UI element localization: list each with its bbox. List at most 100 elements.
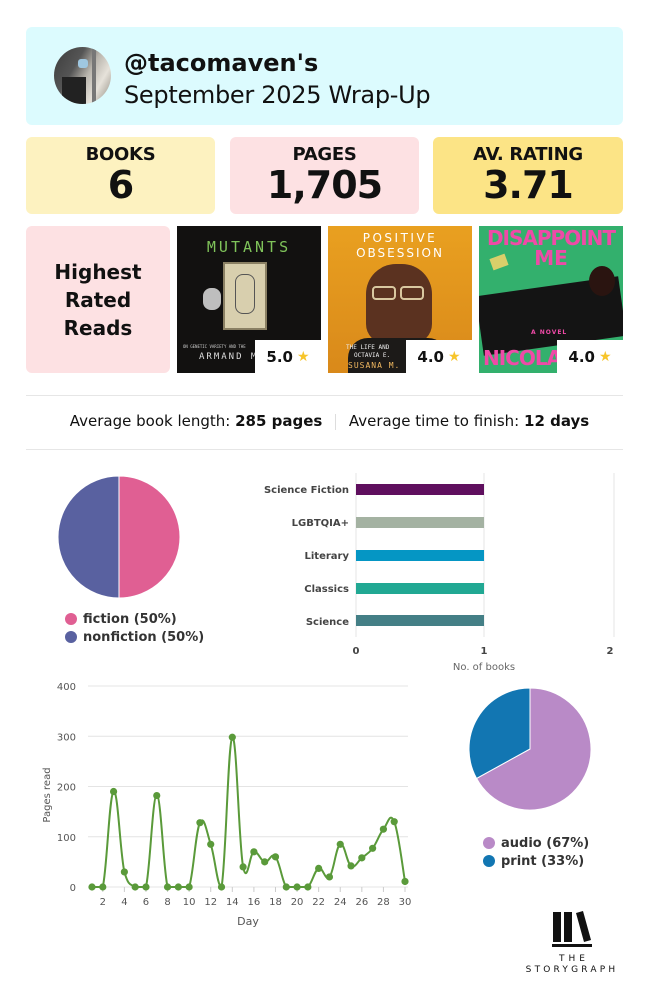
data-point[interactable] — [109, 787, 118, 796]
format-pie-legend: audio (67%) print (33%) — [483, 834, 589, 870]
y-tick-label: 200 — [57, 783, 76, 794]
x-tick-label: 18 — [269, 897, 282, 908]
cover-title: POSITIVE — [362, 231, 438, 245]
bar-lgbtqia[interactable] — [356, 517, 484, 528]
data-point[interactable] — [142, 883, 150, 891]
stat-books-value: 6 — [107, 163, 134, 207]
data-point[interactable] — [99, 883, 107, 891]
pie-slice-audio[interactable] — [475, 687, 592, 811]
avatar-photo-detail — [92, 47, 96, 104]
data-point[interactable] — [185, 883, 193, 891]
bar-literary[interactable] — [356, 550, 484, 561]
x-tick-label: 8 — [164, 897, 170, 908]
data-point[interactable] — [153, 791, 161, 800]
cover-title: OBSESSION — [356, 246, 444, 260]
star-icon: ★ — [448, 348, 461, 365]
bar-category-label: Science Fiction — [264, 485, 349, 496]
username[interactable]: @tacomaven's — [124, 49, 319, 77]
x-tick-label: 22 — [312, 897, 325, 908]
data-point[interactable] — [239, 863, 247, 871]
cover-portrait — [366, 264, 432, 344]
cover-subtitle: THE LIFE AND — [346, 344, 390, 351]
stat-rating-label: AV. RATING — [473, 144, 583, 165]
data-point[interactable] — [228, 733, 236, 741]
storygraph-logo[interactable]: THE STORYGRAPH — [522, 910, 622, 975]
pie-slice-nonfiction[interactable] — [57, 475, 120, 599]
x-tick-label: 16 — [248, 897, 261, 908]
data-point[interactable] — [304, 883, 312, 891]
avatar[interactable] — [54, 47, 111, 104]
data-point[interactable] — [131, 883, 139, 891]
fiction-pie-chart — [57, 475, 181, 599]
data-point[interactable] — [293, 883, 301, 891]
cover-author: NICOLA — [483, 346, 562, 370]
legend-label: fiction (50%) — [83, 611, 177, 627]
data-point[interactable] — [88, 883, 96, 891]
data-point[interactable] — [401, 877, 409, 886]
y-tick-label: 0 — [70, 883, 76, 894]
highest-rated-title: Reads — [63, 315, 133, 340]
data-point[interactable] — [315, 864, 323, 873]
pie-slice-print[interactable] — [468, 687, 531, 780]
data-point[interactable] — [369, 844, 377, 852]
data-point[interactable] — [379, 825, 388, 833]
data-point[interactable] — [347, 862, 355, 870]
bar-science[interactable] — [356, 615, 484, 626]
data-point[interactable] — [217, 883, 226, 891]
bar-classics[interactable] — [356, 583, 484, 594]
stat-pages-label: PAGES — [292, 144, 357, 165]
avg-time-label: Average time to finish: — [348, 412, 520, 430]
x-tick-label: 24 — [334, 897, 347, 908]
bar-science-fiction[interactable] — [356, 484, 484, 495]
x-tick-label: 12 — [204, 897, 217, 908]
data-point[interactable] — [358, 854, 366, 862]
legend-item: audio (67%) — [483, 834, 589, 852]
stat-books-card: BOOKS 6 — [26, 137, 215, 214]
cover-author: SUSANA M. — [348, 361, 401, 370]
highest-rated-card: Highest Rated Reads — [26, 226, 170, 373]
highest-rated-title: Highest — [54, 259, 142, 284]
legend-item: print (33%) — [483, 852, 589, 870]
legend-dot-icon — [483, 855, 495, 867]
data-point[interactable] — [196, 819, 204, 827]
bar-category-label: Literary — [305, 551, 350, 562]
book-cover-mutants[interactable]: MUTANTS ON GENETIC VARIETY AND THE ARMAN… — [177, 226, 321, 373]
legend-dot-icon — [483, 837, 495, 849]
x-tick-label: 1 — [481, 646, 488, 657]
data-point[interactable] — [207, 840, 215, 848]
cover-illustration — [223, 262, 267, 330]
data-point[interactable] — [250, 848, 258, 856]
data-point[interactable] — [325, 873, 334, 881]
legend-label: audio (67%) — [501, 835, 590, 851]
stat-pages-card: PAGES 1,705 — [230, 137, 419, 214]
data-point[interactable] — [120, 868, 128, 876]
data-point[interactable] — [336, 840, 344, 848]
book-cover-positive-obsession[interactable]: POSITIVE OBSESSION THE LIFE AND OCTAVIA … — [328, 226, 472, 373]
data-point[interactable] — [261, 858, 269, 866]
x-tick-label: 10 — [183, 897, 196, 908]
book-cover-disappoint-me[interactable]: DISAPPOINT ME A NOVEL NICOLA 4.0 ★ — [479, 226, 623, 373]
y-tick-label: 400 — [57, 682, 76, 693]
avatar-photo-detail — [62, 77, 86, 104]
avg-length-label: Average book length: — [69, 412, 231, 430]
bar-category-label: Science — [306, 617, 349, 628]
pie-slice-fiction[interactable] — [118, 475, 181, 599]
page-title: September 2025 Wrap-Up — [124, 81, 431, 109]
cover-title: DISAPPOINT — [486, 226, 616, 250]
logo-text: STORYGRAPH — [525, 965, 619, 975]
cover-author: ARMAND M. — [199, 352, 266, 362]
x-axis-label: Day — [237, 915, 259, 928]
fiction-pie-legend: fiction (50%) nonfiction (50%) — [65, 610, 204, 646]
header-card: @tacomaven's September 2025 Wrap-Up — [26, 27, 623, 125]
stat-rating-value: 3.71 — [483, 163, 574, 207]
data-point[interactable] — [163, 883, 172, 891]
data-point[interactable] — [390, 818, 398, 826]
data-point[interactable] — [271, 853, 280, 861]
x-tick-label: 6 — [143, 897, 149, 908]
books-logo-icon — [552, 911, 592, 947]
data-point[interactable] — [282, 883, 290, 891]
format-pie-chart — [468, 687, 592, 811]
cover-subtitle: A NOVEL — [531, 329, 568, 336]
data-point[interactable] — [174, 883, 182, 891]
